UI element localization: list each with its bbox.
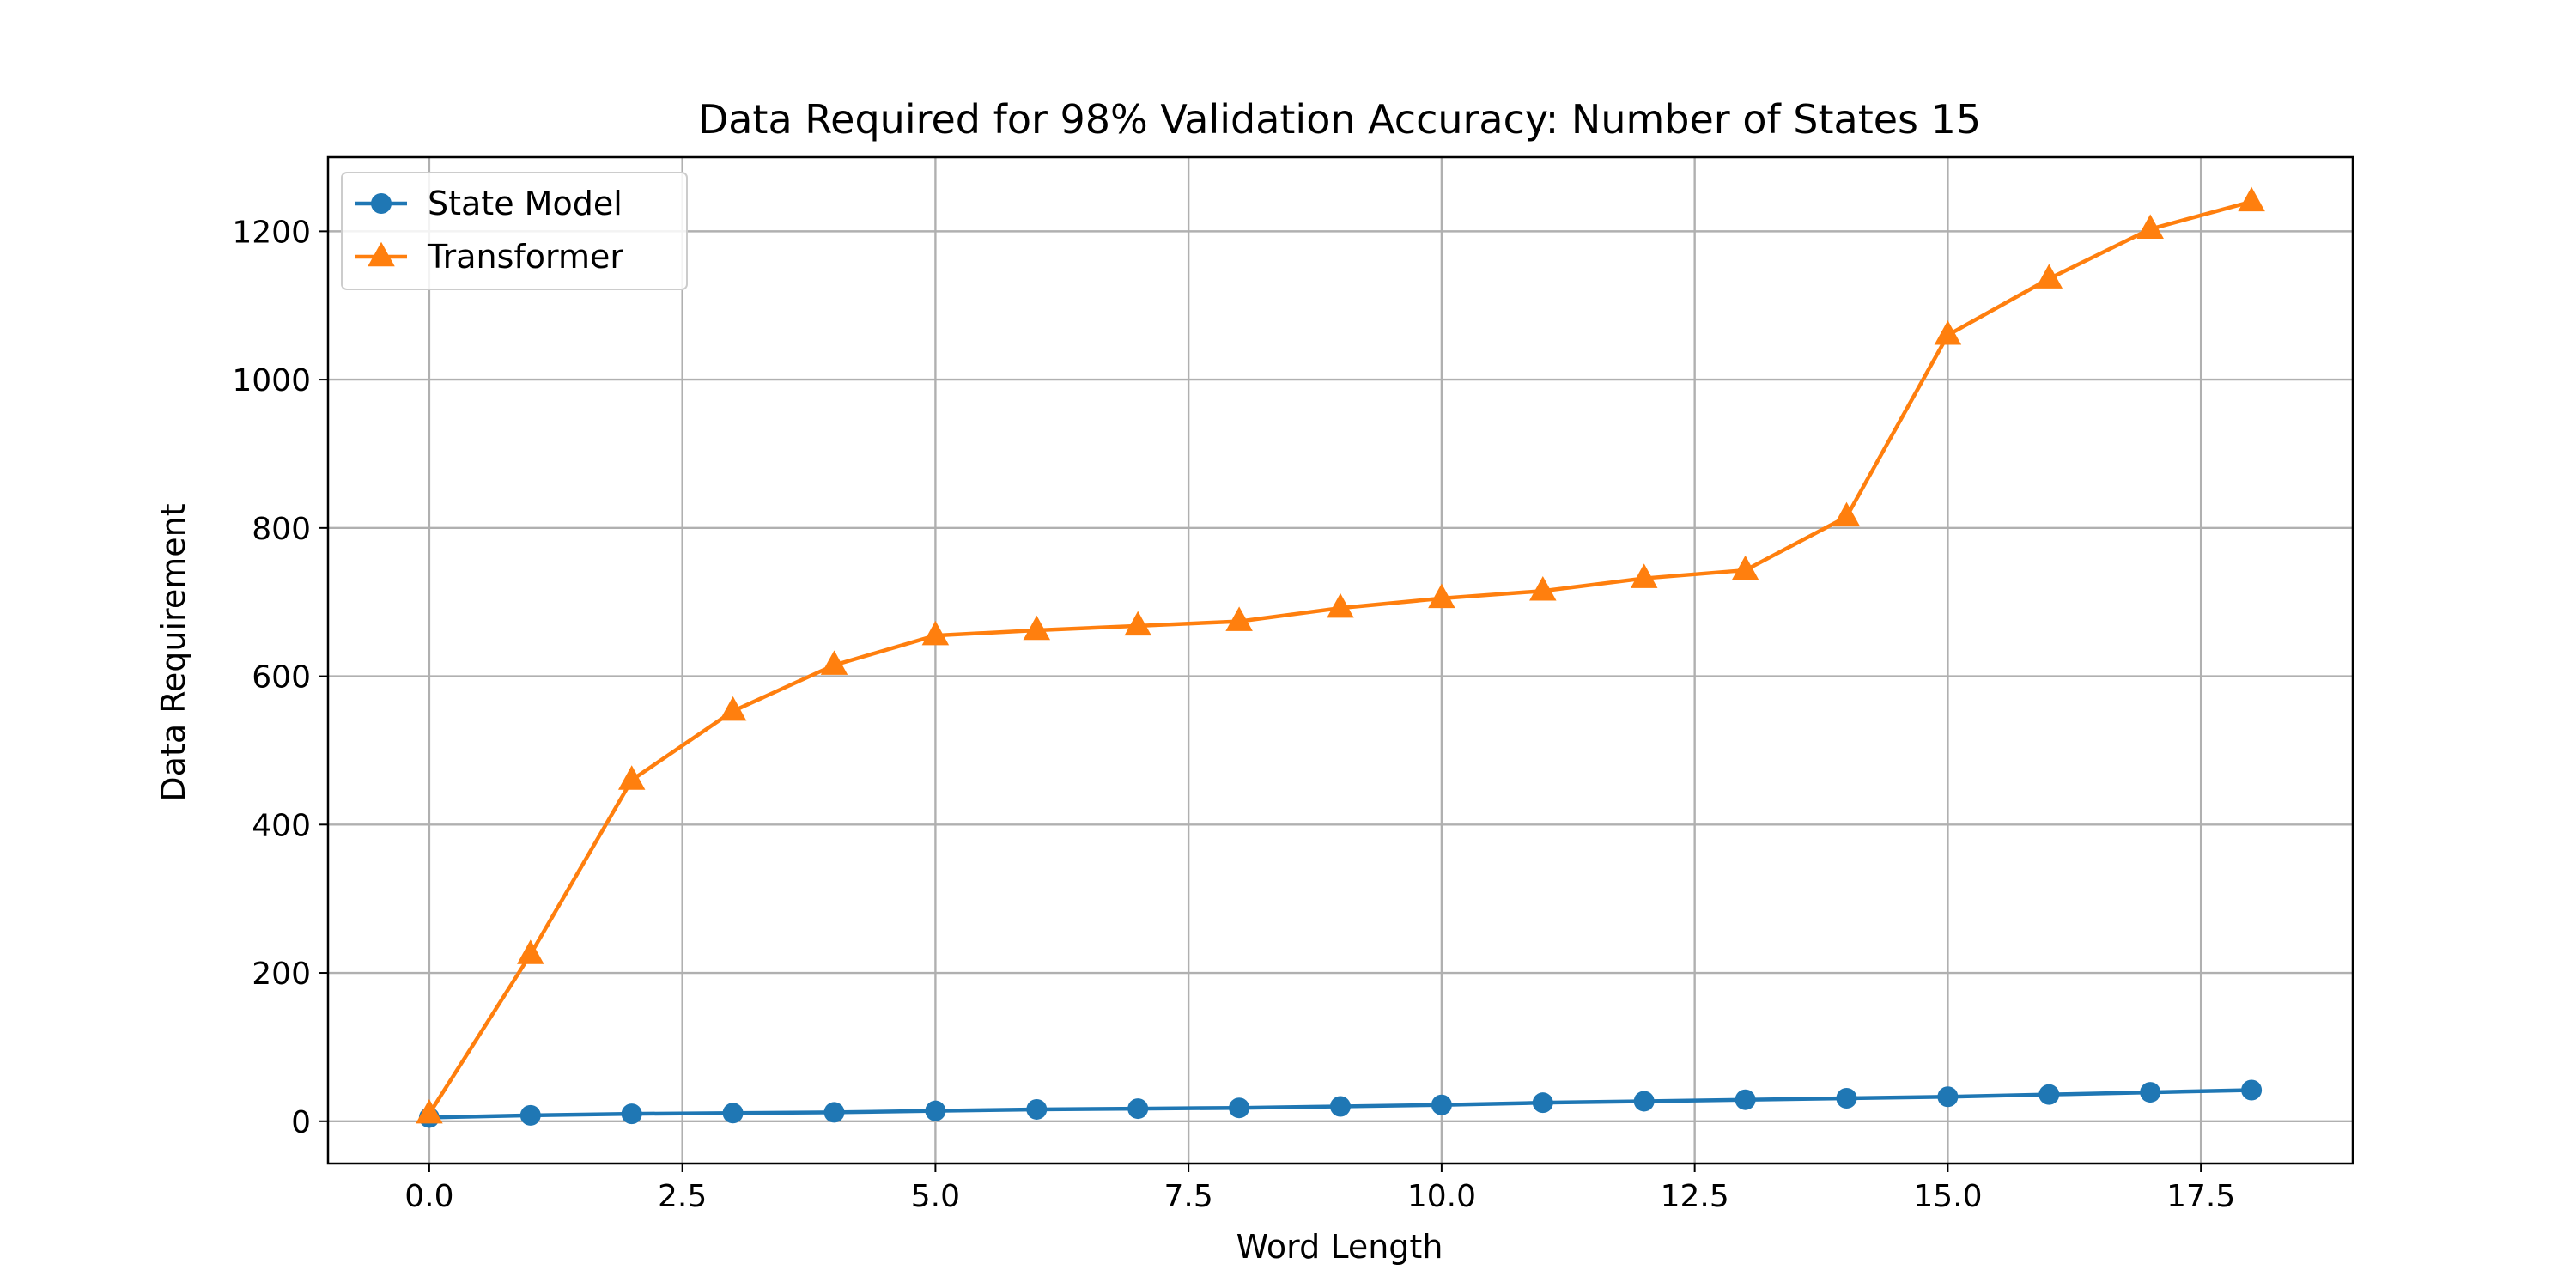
chart-title: Data Required for 98% Validation Accurac…: [698, 96, 1981, 143]
x-tick-label: 2.5: [658, 1179, 707, 1214]
transformer-data-point: [617, 765, 646, 790]
y-tick-label: 600: [252, 660, 311, 696]
state-model-data-point: [2038, 1084, 2060, 1105]
transformer-data-point: [1630, 563, 1658, 588]
x-tick-label: 15.0: [1913, 1179, 1982, 1214]
axis-ticks: 0.0 2.5 5.0 7.5 10.0 12.5 15.0 17.5 0 200 400 600 80…: [232, 215, 2235, 1214]
transformer-data-point: [416, 1098, 443, 1124]
transformer-data-point: [1225, 606, 1253, 631]
transformer-data-point: [2238, 186, 2265, 212]
transformer-data-point: [1327, 592, 1354, 618]
legend-label: Transformer: [427, 238, 623, 276]
legend-marker: [368, 241, 395, 267]
transformer-data-point: [1529, 575, 1557, 601]
series-transformer: [416, 186, 2265, 1124]
y-axis-label: Data Requirement: [155, 503, 192, 801]
y-tick-label: 1000: [232, 363, 311, 398]
x-tick-label: 7.5: [1164, 1179, 1213, 1214]
x-tick-label: 17.5: [2166, 1179, 2235, 1214]
legend: State Model Transformer: [341, 172, 688, 290]
transformer-data-point: [1124, 611, 1151, 636]
state-model-data-point: [1026, 1098, 1048, 1120]
transformer-data-point: [719, 696, 747, 721]
state-model-data-point: [519, 1104, 541, 1126]
legend-box: [341, 172, 688, 290]
state-model-data-point: [2241, 1079, 2263, 1101]
state-model-data-point: [2140, 1082, 2161, 1103]
transformer-data-point: [1023, 615, 1051, 641]
state-model-data-point: [1532, 1092, 1553, 1114]
state-model-data-point: [1330, 1096, 1351, 1117]
state-model-data-point: [925, 1100, 946, 1121]
legend-item-transformer: Transformer: [355, 238, 623, 276]
series-state-model: [418, 1079, 2263, 1128]
y-tick-label: 1200: [232, 215, 311, 250]
state-model-data-point: [1229, 1097, 1250, 1119]
x-tick-label: 12.5: [1661, 1179, 1729, 1214]
legend-marker: [371, 193, 392, 214]
state-model-data-point: [823, 1102, 845, 1123]
state-model-data-point: [1735, 1089, 1756, 1110]
transformer-data-point: [1731, 555, 1759, 580]
x-tick-label: 10.0: [1407, 1179, 1476, 1214]
state-model-data-point: [1836, 1087, 1857, 1109]
state-model-data-point: [1431, 1094, 1452, 1115]
x-axis-label: Word Length: [1236, 1228, 1443, 1266]
plot-area-frame: [326, 155, 2354, 1165]
transformer-data-point: [2035, 264, 2063, 289]
y-tick-label: 800: [252, 512, 311, 547]
grid-lines: [328, 157, 2353, 1163]
x-tick-label: 0.0: [404, 1179, 453, 1214]
y-tick-label: 0: [291, 1105, 311, 1140]
x-tick-label: 5.0: [911, 1179, 960, 1214]
transformer-data-point: [921, 620, 950, 646]
series-layer: [416, 186, 2265, 1128]
transformer-data-point: [2136, 214, 2164, 240]
transformer-data-point: [1934, 320, 1962, 345]
legend-label: State Model: [428, 185, 623, 222]
y-tick-label: 400: [252, 808, 311, 843]
transformer-data-point: [820, 650, 848, 675]
transformer-data-point: [1832, 501, 1861, 527]
state-model-data-point: [621, 1103, 642, 1125]
transformer-data-point: [1428, 583, 1455, 609]
transformer-data-point: [517, 939, 544, 964]
state-model-data-point: [1937, 1086, 1959, 1108]
state-model-data-point: [1633, 1091, 1655, 1112]
legend-item-state-model: State Model: [355, 185, 623, 222]
state-model-data-point: [722, 1103, 744, 1124]
y-tick-label: 200: [252, 957, 311, 992]
state-model-data-point: [1127, 1098, 1149, 1120]
